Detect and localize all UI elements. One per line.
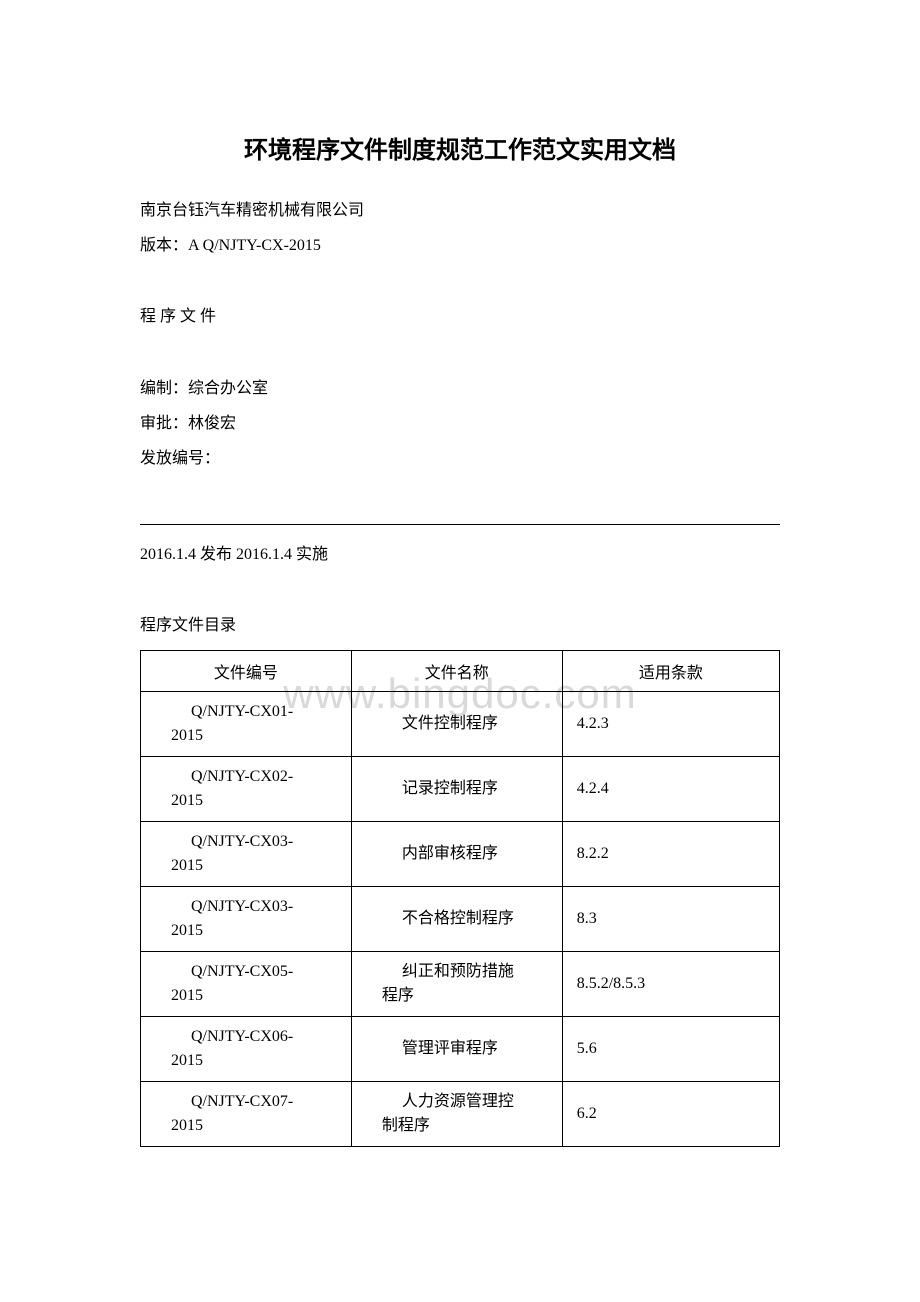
table-row: Q/NJTY-CX03-2015内部审核程序8.2.2: [141, 821, 780, 886]
cell-clause: 8.3: [562, 886, 779, 951]
table-header-row: 文件编号 文件名称 适用条款: [141, 650, 780, 691]
table-row: Q/NJTY-CX05-2015纠正和预防措施程序8.5.2/8.5.3: [141, 951, 780, 1016]
col-header-name: 文件名称: [351, 650, 562, 691]
cell-clause: 6.2: [562, 1081, 779, 1146]
release-line: 2016.1.4 发布 2016.1.4 实施: [140, 537, 780, 572]
cell-clause: 8.2.2: [562, 821, 779, 886]
toc-table: 文件编号 文件名称 适用条款 Q/NJTY-CX01-2015文件控制程序4.2…: [140, 650, 780, 1147]
cell-clause: 8.5.2/8.5.3: [562, 951, 779, 1016]
cell-name: 内部审核程序: [351, 821, 562, 886]
cell-name: 管理评审程序: [351, 1016, 562, 1081]
table-row: Q/NJTY-CX03-2015不合格控制程序8.3: [141, 886, 780, 951]
cell-name: 文件控制程序: [351, 691, 562, 756]
issue-number: 发放编号：: [140, 441, 780, 476]
cell-name: 纠正和预防措施程序: [351, 951, 562, 1016]
divider-line: [140, 524, 780, 525]
cell-code: Q/NJTY-CX03-2015: [141, 821, 352, 886]
table-row: Q/NJTY-CX06-2015管理评审程序5.6: [141, 1016, 780, 1081]
approved-by: 审批：林俊宏: [140, 406, 780, 441]
col-header-clause: 适用条款: [562, 650, 779, 691]
cell-clause: 4.2.3: [562, 691, 779, 756]
table-row: Q/NJTY-CX01-2015文件控制程序4.2.3: [141, 691, 780, 756]
cell-code: Q/NJTY-CX07-2015: [141, 1081, 352, 1146]
cell-code: Q/NJTY-CX03-2015: [141, 886, 352, 951]
cell-clause: 5.6: [562, 1016, 779, 1081]
cell-name: 记录控制程序: [351, 756, 562, 821]
company-name: 南京台钰汽车精密机械有限公司: [140, 193, 780, 228]
cell-name: 人力资源管理控制程序: [351, 1081, 562, 1146]
doc-type: 程 序 文 件: [140, 299, 780, 334]
cell-code: Q/NJTY-CX01-2015: [141, 691, 352, 756]
col-header-code: 文件编号: [141, 650, 352, 691]
document-title: 环境程序文件制度规范工作范文实用文档: [140, 130, 780, 165]
table-row: Q/NJTY-CX07-2015人力资源管理控制程序6.2: [141, 1081, 780, 1146]
document-page: 环境程序文件制度规范工作范文实用文档 南京台钰汽车精密机械有限公司 版本：A Q…: [0, 0, 920, 1227]
cell-code: Q/NJTY-CX05-2015: [141, 951, 352, 1016]
cell-code: Q/NJTY-CX06-2015: [141, 1016, 352, 1081]
cell-code: Q/NJTY-CX02-2015: [141, 756, 352, 821]
toc-heading: 程序文件目录: [140, 608, 780, 643]
table-row: Q/NJTY-CX02-2015记录控制程序4.2.4: [141, 756, 780, 821]
version-line: 版本：A Q/NJTY-CX-2015: [140, 228, 780, 263]
cell-name: 不合格控制程序: [351, 886, 562, 951]
compiled-by: 编制：综合办公室: [140, 371, 780, 406]
cell-clause: 4.2.4: [562, 756, 779, 821]
